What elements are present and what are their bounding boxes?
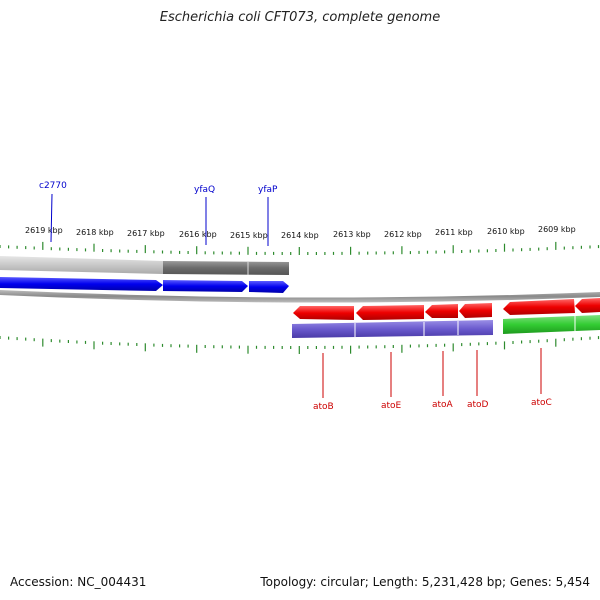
- tick-label: 2618 kbp: [76, 228, 114, 237]
- gene-arrow-atoE[interactable]: [356, 305, 424, 320]
- gene-label-yfaP[interactable]: yfaP: [258, 185, 278, 195]
- gene-label-atoE[interactable]: atoE: [381, 401, 402, 411]
- genome-backbone: [0, 290, 600, 303]
- gene-label-yfaQ[interactable]: yfaQ: [194, 185, 215, 195]
- forward-gene-labels: c2770 yfaQ yfaP: [39, 181, 278, 246]
- gene-arrow-atoD[interactable]: [459, 303, 492, 318]
- tick-label: 2610 kbp: [487, 227, 525, 236]
- gene-arrow-next[interactable]: [575, 298, 600, 313]
- tick-label: 2619 kbp: [25, 226, 63, 235]
- gene-arrow-atoC[interactable]: [503, 299, 575, 315]
- tick-label: 2609 kbp: [538, 225, 576, 234]
- tick-label: 2615 kbp: [230, 231, 268, 240]
- gc-track-dark: [163, 261, 289, 275]
- tick-labels: 2619 kbp 2618 kbp 2617 kbp 2616 kbp 2615…: [25, 225, 576, 240]
- genome-stats-text: Topology: circular; Length: 5,231,428 bp…: [260, 575, 590, 589]
- tick-label: 2614 kbp: [281, 231, 319, 240]
- accession-text: Accession: NC_004431: [10, 575, 147, 589]
- gene-label-atoC[interactable]: atoC: [531, 398, 552, 408]
- minor-ticks-bottom: [0, 336, 600, 349]
- tick-label: 2611 kbp: [435, 228, 473, 237]
- minor-ticks-top: [0, 245, 600, 255]
- gc-track-light: [0, 256, 163, 274]
- gene-arrow-yfaP[interactable]: [249, 281, 289, 293]
- gene-arrow-atoB[interactable]: [293, 306, 354, 320]
- cds-track-purple: [292, 320, 493, 338]
- tick-label: 2612 kbp: [384, 230, 422, 239]
- tick-label: 2617 kbp: [127, 229, 165, 238]
- gene-label-atoA[interactable]: atoA: [432, 400, 454, 410]
- tick-label: 2616 kbp: [179, 230, 217, 239]
- gene-label-atoD[interactable]: atoD: [467, 400, 489, 410]
- major-ticks: [42, 241, 557, 354]
- cds-track-green: [503, 315, 600, 334]
- gene-label-atoB[interactable]: atoB: [313, 402, 334, 412]
- reverse-gene-labels: atoB atoE atoA atoD atoC: [313, 348, 552, 412]
- tick-label: 2613 kbp: [333, 230, 371, 239]
- gene-label-c2770[interactable]: c2770: [39, 181, 67, 191]
- gene-arrow-atoA[interactable]: [425, 304, 458, 318]
- gene-arrow-yfaQ[interactable]: [163, 280, 248, 292]
- gene-arrow-c2770[interactable]: [0, 277, 163, 291]
- genome-title: Escherichia coli CFT073, complete genome: [159, 10, 441, 25]
